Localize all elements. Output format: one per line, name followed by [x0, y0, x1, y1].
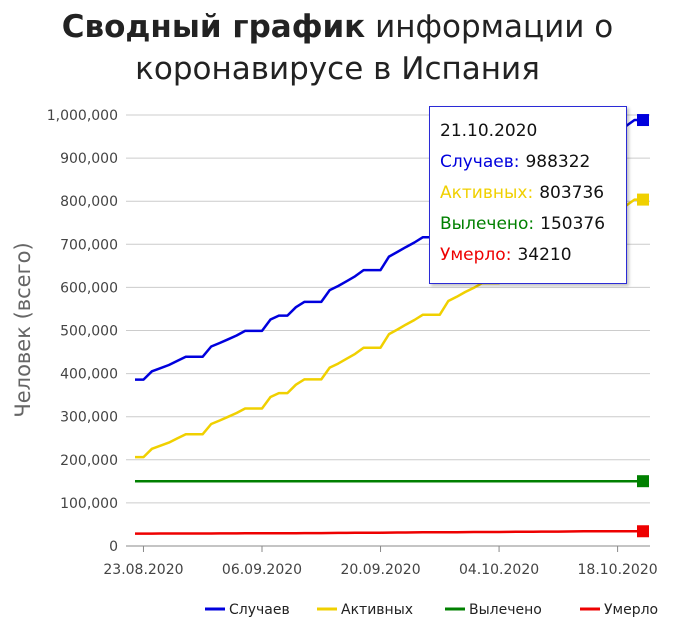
tooltip-label: Вылечено:	[440, 214, 535, 234]
chart-title-rest-1: информации о	[375, 9, 614, 45]
tooltip-label: Активных:	[440, 183, 534, 203]
y-tick-label: 100,000	[60, 496, 118, 512]
tooltip-label: Случаев:	[440, 152, 520, 172]
x-tick-label: 04.10.2020	[459, 562, 539, 578]
y-tick-label: 300,000	[60, 410, 118, 426]
y-tick-label: 700,000	[60, 237, 118, 253]
tooltip-row-active: Активных: 803736	[440, 181, 626, 212]
y-tick-label: 800,000	[60, 194, 118, 210]
x-tick-label: 23.08.2020	[103, 562, 183, 578]
tooltip-date: 21.10.2020	[440, 121, 538, 141]
y-tick-label: 600,000	[60, 280, 118, 296]
y-tick-label: 1,000,000	[47, 108, 118, 124]
y-tick-label: 200,000	[60, 453, 118, 469]
tooltip-label: Умерло:	[440, 245, 512, 265]
legend-item: Вылечено	[469, 602, 542, 618]
legend: Случаев Активных Вылечено Умерло	[205, 602, 658, 618]
x-tick-label: 06.09.2020	[222, 562, 302, 578]
legend-item: Случаев	[229, 602, 290, 618]
tooltip: 21.10.2020 Случаев: 988322 Активных: 80373…	[429, 106, 627, 284]
y-axis-label: Человек (всего)	[11, 242, 35, 417]
tooltip-value: 150376	[540, 214, 606, 234]
tooltip-value: 988322	[525, 152, 591, 172]
x-tick-label: 20.09.2020	[340, 562, 420, 578]
y-tick-label: 900,000	[60, 151, 118, 167]
y-tick-label: 500,000	[60, 324, 118, 340]
series-end-marker	[637, 475, 649, 488]
chart-title-bold: Сводный график	[61, 9, 366, 45]
series-end-marker	[637, 525, 649, 538]
legend-item: Умерло	[604, 602, 658, 618]
y-tick-labels: 0 100,000 200,000 300,000 400,000 500,000 600,…	[47, 108, 118, 555]
tooltip-value: 34210	[517, 245, 572, 265]
y-tick-label: 400,000	[60, 367, 118, 383]
chart-title-rest-2: коронавирусе в Испания	[135, 51, 540, 87]
series-end-marker	[637, 114, 649, 127]
chart-title: Сводный график информации о коронавирусе…	[0, 6, 675, 90]
y-tick-label: 0	[109, 539, 118, 555]
x-tick-labels: 23.08.2020 06.09.2020 20.09.2020 04.10.2020…	[103, 546, 658, 578]
tooltip-value: 803736	[539, 183, 605, 203]
tooltip-row-deaths: Умерло: 34210	[440, 243, 626, 274]
series-end-marker	[637, 193, 649, 206]
grid-lines	[126, 114, 650, 547]
tooltip-row-recovered: Вылечено: 150376	[440, 212, 626, 243]
series-line	[135, 530, 643, 535]
legend-item: Активных	[341, 602, 413, 618]
series-end-markers	[637, 114, 649, 538]
tooltip-row-cases: Случаев: 988322	[440, 150, 626, 181]
x-tick-label: 18.10.2020	[578, 562, 658, 578]
